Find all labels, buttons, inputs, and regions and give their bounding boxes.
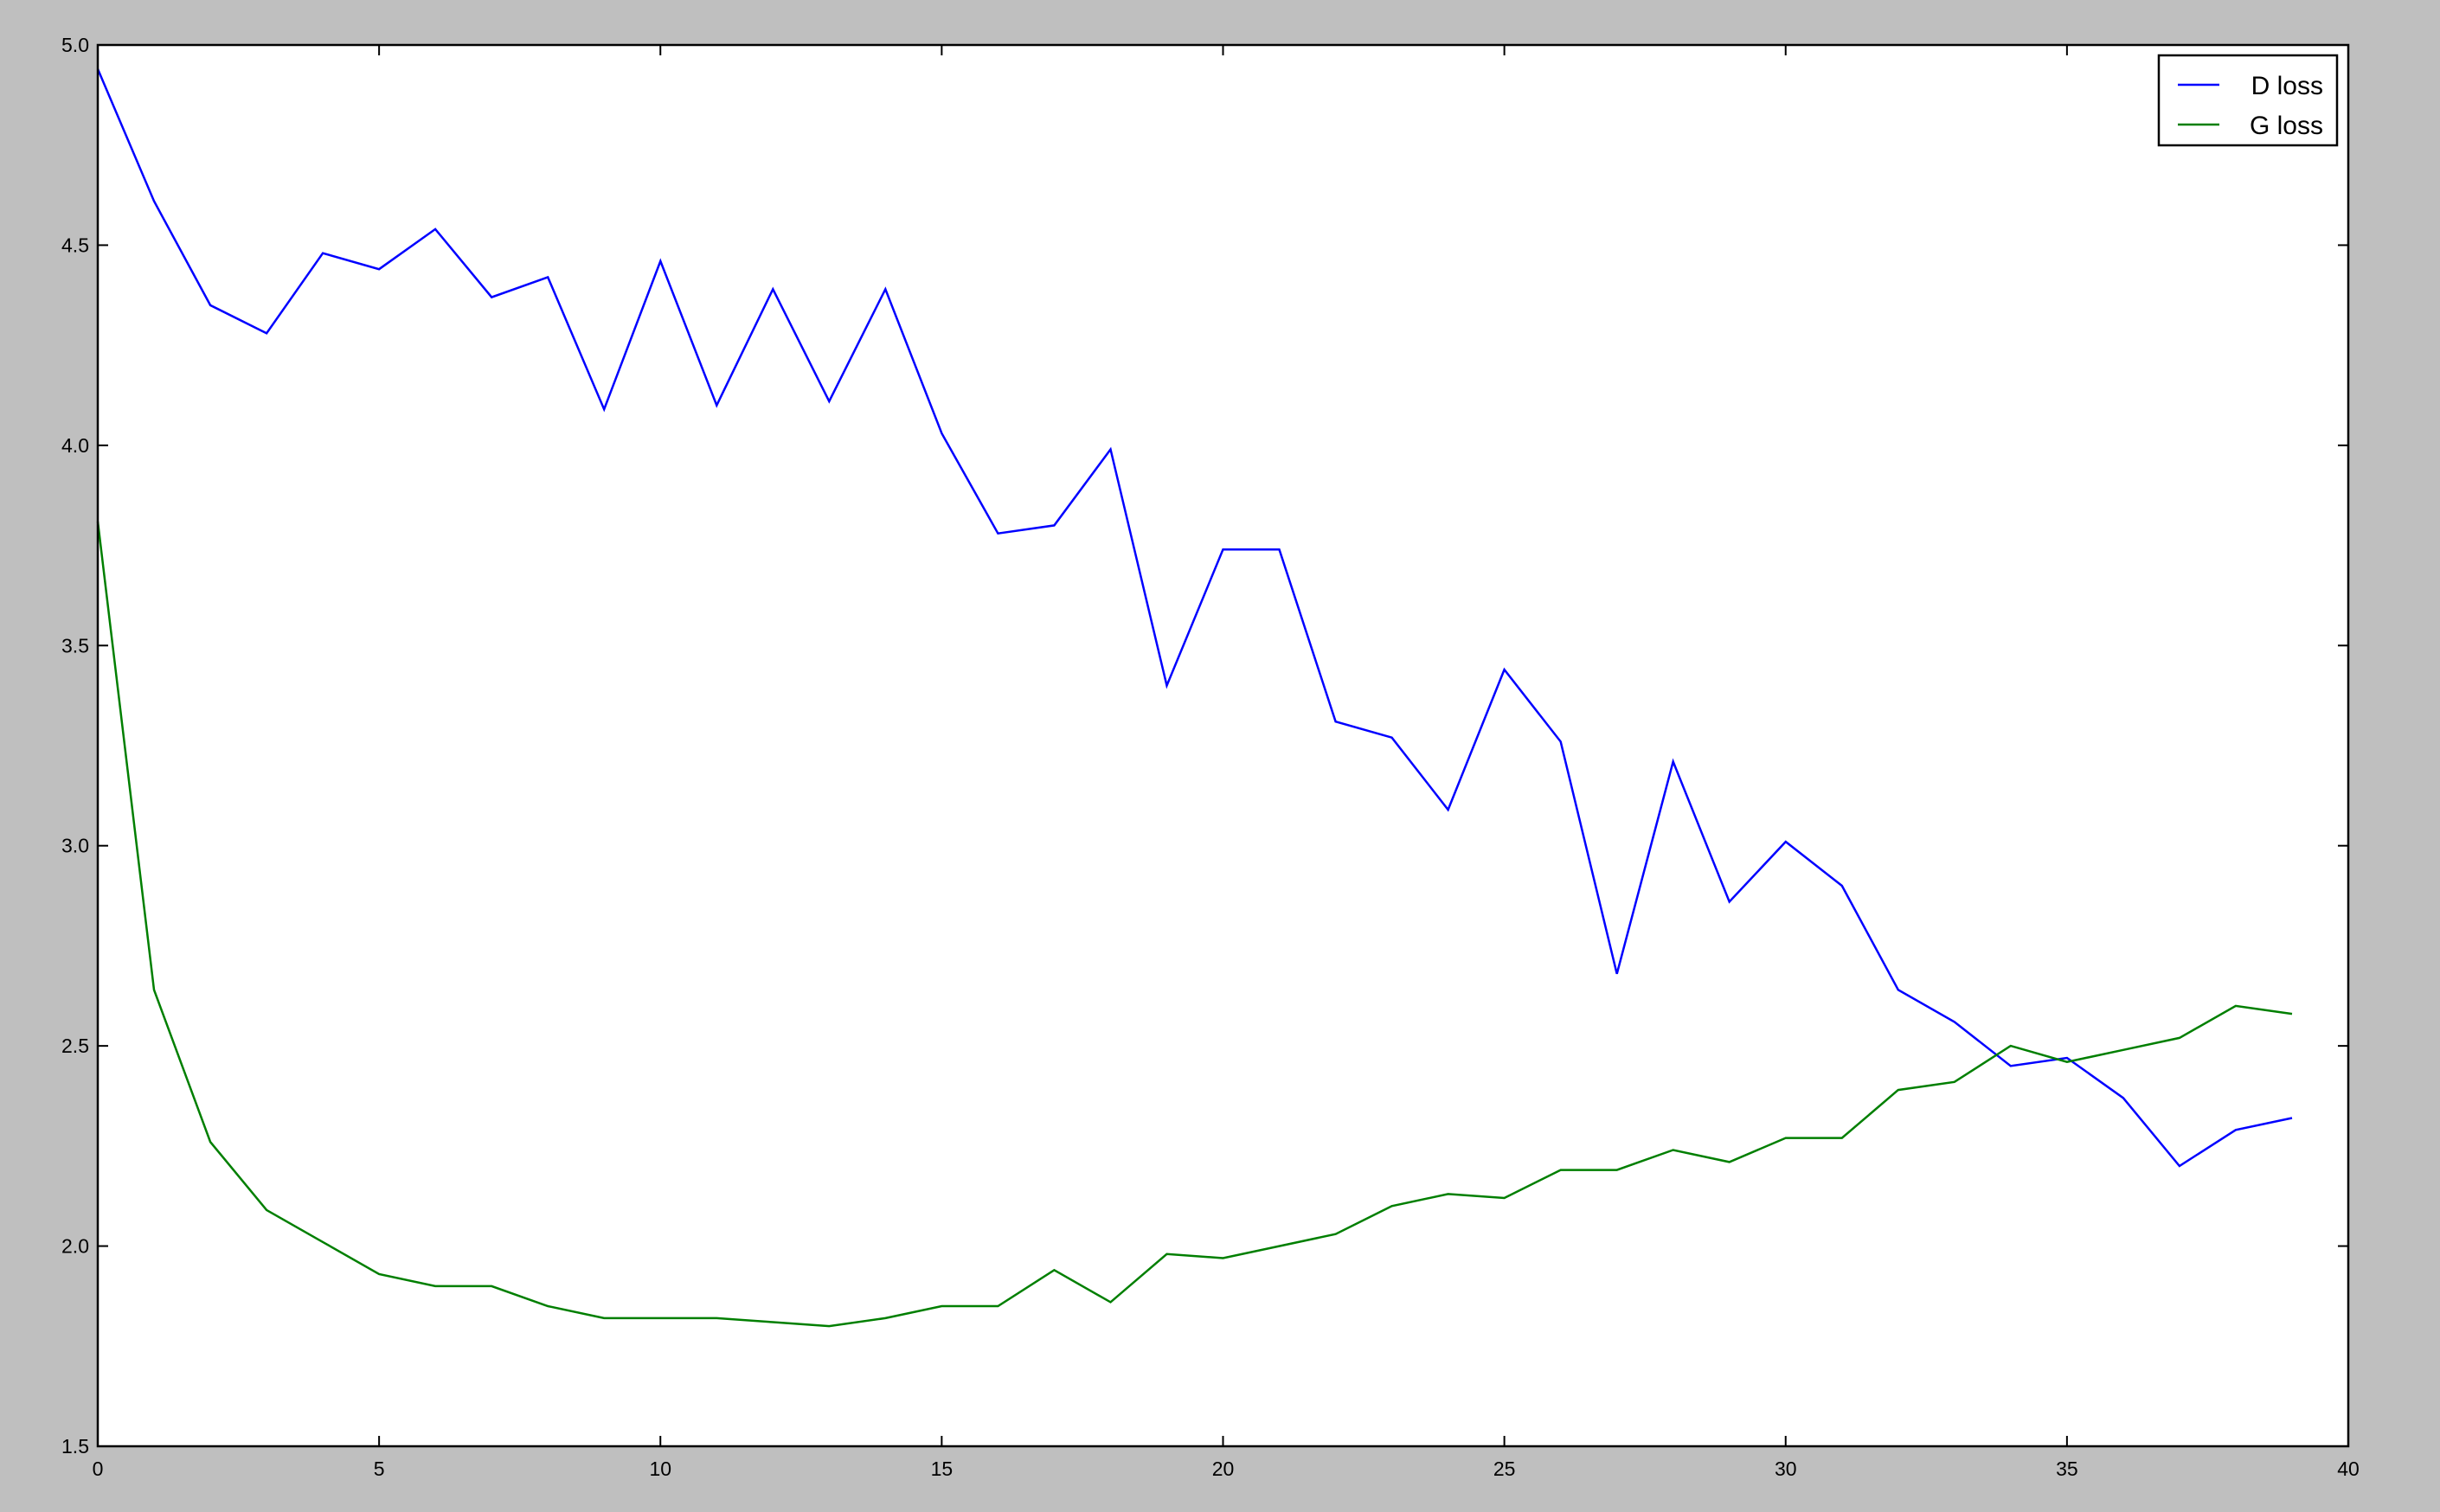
x-tick-label: 40 [2337, 1458, 2360, 1480]
y-tick-label: 4.5 [61, 234, 89, 256]
x-tick-label: 15 [931, 1458, 954, 1480]
legend-label: D loss [2251, 72, 2323, 100]
legend-box [2157, 54, 2339, 147]
y-tick-label: 4.0 [61, 434, 89, 457]
legend-label: G loss [2250, 112, 2323, 140]
y-tick-label: 1.5 [61, 1435, 89, 1458]
y-tick-label: 3.5 [61, 634, 89, 657]
series-line-d-loss [96, 68, 2293, 1168]
y-axis: 1.5 2.0 2.5 3.0 3.5 4.0 4.5 5.0 [61, 34, 2348, 1458]
y-tick-label: 2.5 [61, 1035, 89, 1057]
series-line-g-loss [96, 521, 2293, 1328]
plot-area [98, 45, 2348, 1446]
y-tick-label: 5.0 [61, 34, 89, 56]
legend: D loss G loss [2157, 54, 2339, 147]
x-tick-label: 25 [1493, 1458, 1516, 1480]
x-tick-label: 20 [1212, 1458, 1235, 1480]
series-layer [96, 68, 2293, 1328]
y-tick-label: 3.0 [61, 835, 89, 857]
x-tick-label: 10 [649, 1458, 671, 1480]
x-tick-label: 35 [2056, 1458, 2078, 1480]
y-tick-label: 2.0 [61, 1235, 89, 1258]
x-tick-label: 5 [374, 1458, 385, 1480]
x-axis: 0 5 10 15 20 25 30 35 40 [93, 45, 2360, 1480]
x-tick-label: 30 [1775, 1458, 1797, 1480]
x-tick-label: 0 [93, 1458, 104, 1480]
